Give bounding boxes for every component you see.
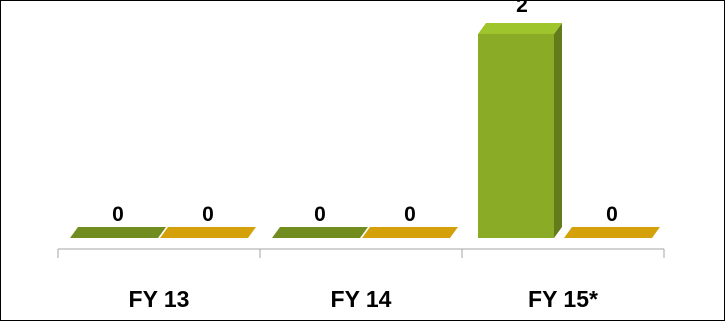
data-label: 0 xyxy=(112,203,124,226)
category-label: FY 13 xyxy=(129,286,190,312)
bar-side xyxy=(554,23,562,238)
bar-zero xyxy=(362,227,458,238)
bar-zero xyxy=(272,227,368,238)
data-label: 0 xyxy=(202,203,214,226)
bar-zero xyxy=(160,227,256,238)
data-label: 2 xyxy=(516,1,528,17)
category-label: FY 14 xyxy=(331,286,392,312)
data-label: 0 xyxy=(606,203,618,226)
data-label: 0 xyxy=(404,203,416,226)
data-label: 0 xyxy=(314,203,326,226)
category-label: FY 15* xyxy=(528,286,598,312)
bar-top xyxy=(478,23,562,34)
bar-zero xyxy=(564,227,660,238)
bar-zero xyxy=(70,227,166,238)
bar-front xyxy=(478,34,554,238)
